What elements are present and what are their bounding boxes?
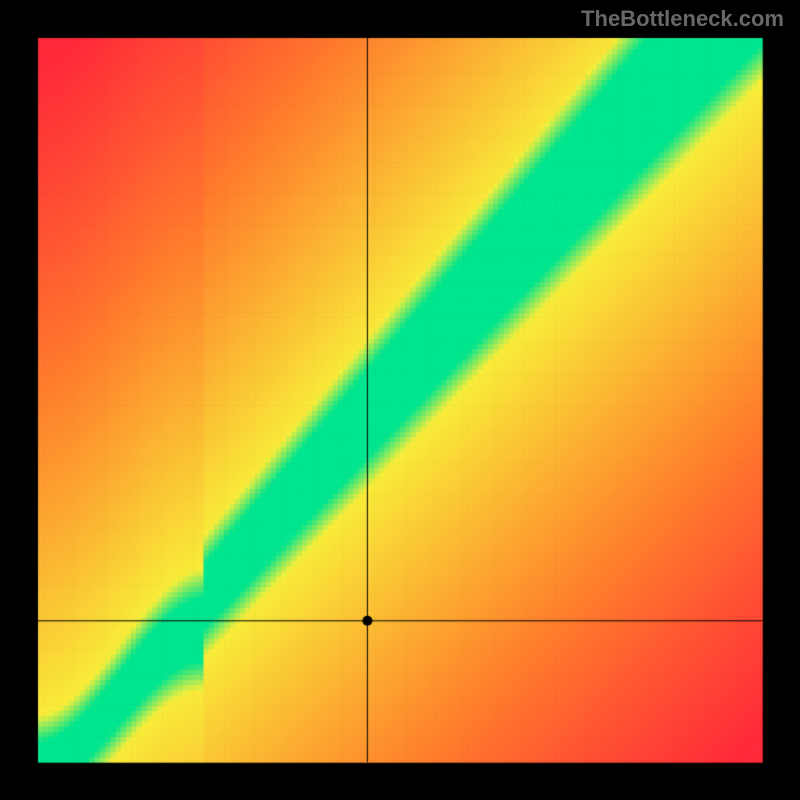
chart-container: TheBottleneck.com [0, 0, 800, 800]
bottleneck-heatmap [0, 0, 800, 800]
watermark-text: TheBottleneck.com [581, 6, 784, 32]
